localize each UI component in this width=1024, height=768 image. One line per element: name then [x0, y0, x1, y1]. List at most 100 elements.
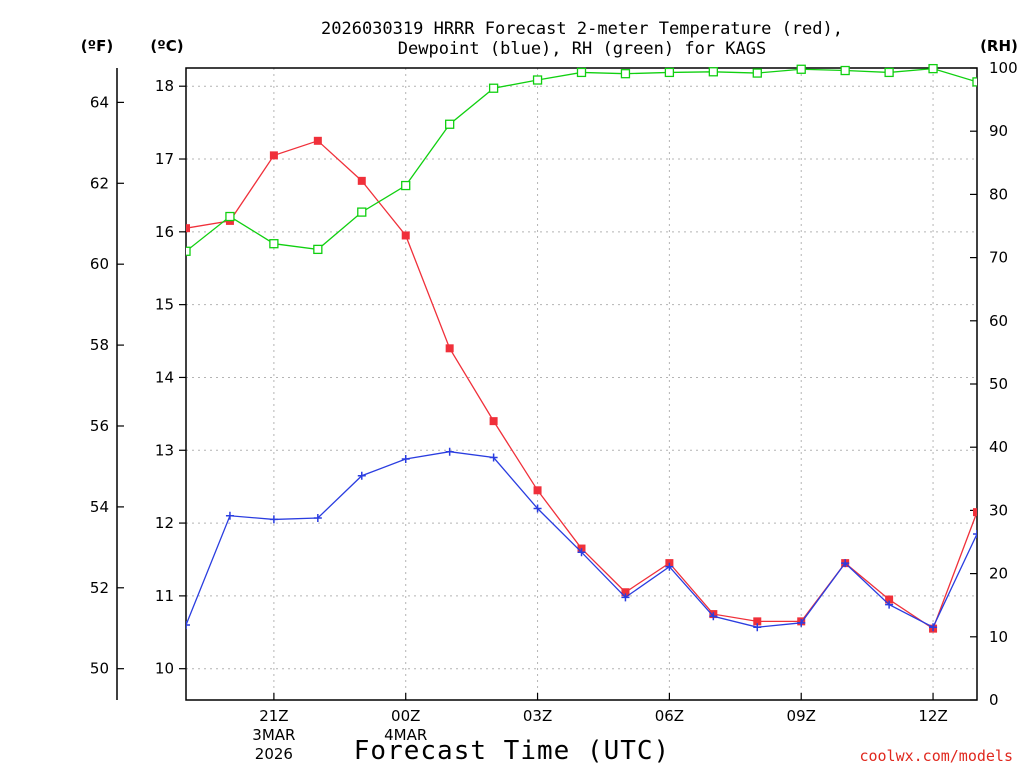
temperature-point: [753, 617, 762, 626]
rh-tick-label: 40: [989, 438, 1008, 456]
rh-point: [796, 64, 806, 74]
dewpoint-point: [533, 504, 542, 513]
rh-point: [620, 69, 631, 79]
temperature-point: [401, 231, 410, 240]
rh-point: [576, 67, 587, 78]
rh-tick-label: 20: [989, 565, 1008, 583]
x-date-label: 3MAR: [252, 726, 295, 744]
data-series: [186, 63, 977, 633]
temperature-point: [973, 508, 977, 517]
rh-point: [840, 65, 850, 76]
x-tick-label: 03Z: [523, 707, 552, 725]
chart-title-line-2: Dewpoint (blue), RH (green) for KAGS: [398, 39, 766, 59]
temperature-series: [186, 136, 977, 633]
celsius-tick-label: 10: [155, 660, 174, 678]
rh-point: [186, 246, 191, 256]
temperature-point: [533, 486, 542, 495]
rh-point: [269, 239, 279, 249]
dewpoint-point: [313, 513, 322, 522]
rh-point: [313, 244, 323, 255]
x-tick-label: 21Z: [259, 707, 288, 725]
series-clip-group: [186, 63, 977, 633]
dewpoint-line: [186, 451, 977, 629]
celsius-tick-label: 14: [155, 368, 174, 386]
rh-tick-label: 80: [989, 185, 1008, 203]
axes: 10 11 12 13 14 15 16 17 18 50 52 54 56 58 60 62 64 0 10 20 3…: [90, 59, 1018, 763]
fahrenheit-tick-label: 50: [90, 660, 109, 678]
dewpoint-point: [885, 600, 894, 609]
x-year-label: 2026: [255, 745, 293, 763]
rh-point: [928, 63, 938, 74]
dewpoint-point: [709, 612, 718, 621]
x-axis-label: Forecast Time (UTC): [354, 736, 670, 766]
rh-point: [708, 67, 718, 77]
rh-point: [225, 211, 235, 222]
dewpoint-point: [753, 623, 762, 632]
rh-tick-label: 60: [989, 312, 1008, 330]
dewpoint-point: [445, 447, 454, 456]
dewpoint-point: [973, 529, 977, 538]
celsius-tick-label: 15: [155, 296, 174, 314]
rh-point: [532, 75, 543, 85]
temperature-point: [313, 136, 322, 145]
rh-tick-label: 90: [989, 122, 1008, 140]
dewpoint-point: [665, 562, 674, 571]
dewpoint-point: [225, 511, 234, 520]
fahrenheit-axis-label: (ºF): [81, 37, 113, 55]
dewpoint-point: [401, 454, 410, 463]
temperature-point: [357, 176, 366, 185]
x-date-label: 4MAR: [384, 726, 427, 744]
x-tick-label: 12Z: [918, 707, 947, 725]
rh-point: [972, 77, 977, 87]
fahrenheit-tick-label: 64: [90, 93, 109, 111]
rh-tick-label: 70: [989, 249, 1008, 267]
celsius-axis-label: (ºC): [150, 37, 183, 55]
fahrenheit-tick-label: 56: [90, 417, 109, 435]
x-tick-label: 06Z: [655, 707, 684, 725]
temperature-point: [445, 344, 454, 353]
dewpoint-point: [841, 559, 850, 568]
fahrenheit-tick-label: 54: [90, 498, 109, 516]
x-tick-label: 00Z: [391, 707, 420, 725]
rh-tick-label: 100: [989, 59, 1018, 77]
fahrenheit-tick-label: 58: [90, 336, 109, 354]
rh-point: [752, 68, 762, 78]
dewpoint-point: [489, 453, 498, 462]
temperature-point: [489, 417, 498, 426]
rh-point: [884, 67, 894, 78]
temperature-point: [885, 595, 894, 604]
dewpoint-point: [186, 621, 190, 630]
dewpoint-point: [269, 515, 278, 524]
rh-tick-label: 10: [989, 628, 1008, 646]
temperature-point: [269, 151, 278, 160]
plot-frame: [185, 67, 978, 701]
rh-tick-label: 30: [989, 501, 1008, 519]
fahrenheit-tick-label: 60: [90, 255, 109, 273]
credit-text: coolwx.com/models: [859, 747, 1013, 765]
fahrenheit-tick-label: 52: [90, 579, 109, 597]
rh-point: [357, 207, 367, 217]
temperature-point: [621, 588, 630, 597]
dewpoint-point: [577, 548, 586, 557]
rh-axis-label: (RH): [980, 37, 1018, 55]
dewpoint-point: [357, 471, 366, 480]
rh-tick-label: 50: [989, 375, 1008, 393]
celsius-tick-label: 13: [155, 441, 174, 459]
x-tick-label: 09Z: [787, 707, 816, 725]
chart-title-line-1: 2026030319 HRRR Forecast 2-meter Tempera…: [321, 19, 843, 39]
rh-line: [186, 67, 977, 252]
celsius-tick-label: 12: [155, 514, 174, 532]
dewpoint-point: [621, 593, 630, 602]
rh-series: [186, 63, 977, 256]
dewpoint-point: [797, 618, 806, 627]
temperature-point: [186, 224, 190, 233]
celsius-tick-label: 11: [155, 587, 174, 605]
rh-point: [664, 67, 675, 78]
rh-point: [401, 180, 411, 191]
fahrenheit-tick-label: 62: [90, 174, 109, 192]
dewpoint-series: [186, 447, 977, 632]
grid-lines: [186, 68, 977, 700]
rh-point: [445, 119, 455, 129]
celsius-tick-label: 16: [155, 223, 174, 241]
rh-tick-label: 0: [989, 691, 999, 709]
